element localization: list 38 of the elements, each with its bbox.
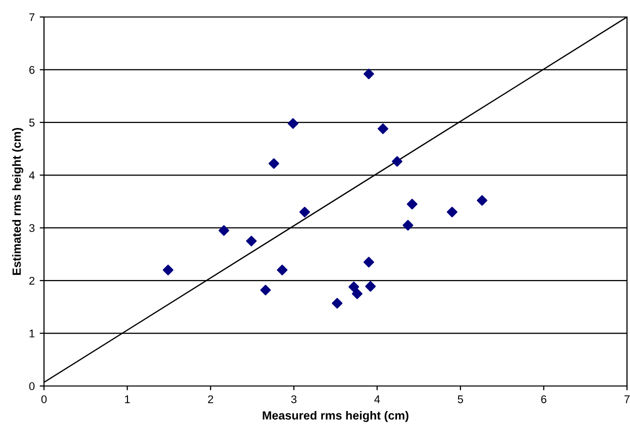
point <box>162 264 174 276</box>
x-tick-label: 7 <box>624 395 630 404</box>
point <box>392 156 402 167</box>
y-tick-label: 2 <box>29 276 34 285</box>
point <box>348 282 360 292</box>
y-tick-label: 1 <box>30 330 34 338</box>
x-tick-label: 5 <box>458 395 464 404</box>
point <box>476 195 488 206</box>
point <box>406 198 418 210</box>
point <box>299 206 310 218</box>
point <box>365 281 376 292</box>
point <box>276 264 288 276</box>
y-tick-label: 3 <box>29 224 34 232</box>
x-tick-label: 0 <box>41 395 47 404</box>
point <box>246 236 257 246</box>
point <box>352 288 362 300</box>
point <box>268 158 280 169</box>
point <box>378 123 388 134</box>
point <box>364 68 374 80</box>
y-axis-title: Estimated rms height (cm) <box>12 128 24 275</box>
point <box>218 225 230 236</box>
point <box>260 284 271 296</box>
y-tick-label: 7 <box>29 13 34 22</box>
point <box>288 118 298 129</box>
point <box>402 220 414 231</box>
point <box>446 206 458 218</box>
point <box>332 298 342 309</box>
y-tick-label: 4 <box>29 172 35 180</box>
y-tick-label: 0 <box>29 382 35 390</box>
y-tick-label: 5 <box>29 118 35 127</box>
x-tick-label: 6 <box>541 395 546 404</box>
x-tick-label: 4 <box>374 395 380 404</box>
x-tick-label: 1 <box>125 395 130 404</box>
x-tick-label: 2 <box>208 395 214 404</box>
point <box>364 256 374 268</box>
x-tick-label: 3 <box>291 395 296 404</box>
y-tick-label: 6 <box>29 66 34 74</box>
x-axis-title: Measured rms height (cm) <box>262 410 408 422</box>
